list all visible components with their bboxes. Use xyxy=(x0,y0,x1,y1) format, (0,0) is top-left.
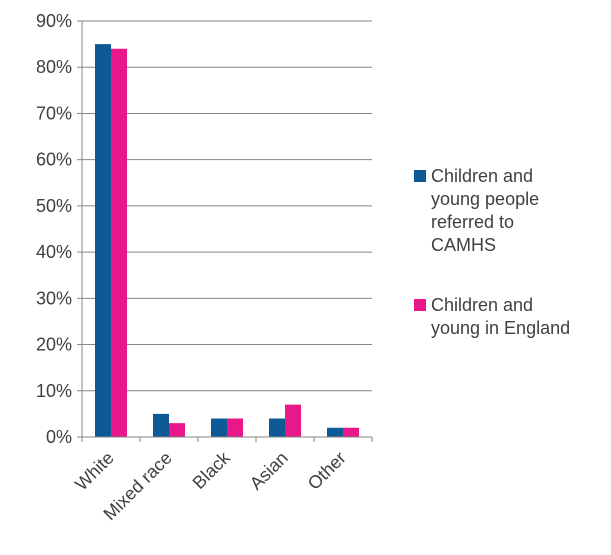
legend: Children and young people referred to CAMHS… xyxy=(414,166,570,338)
x-category-label: White xyxy=(71,448,118,495)
bar-mixed-race-series-2 xyxy=(169,423,185,437)
bar-other-series-2 xyxy=(343,427,359,437)
bar-asian-series-1 xyxy=(269,418,285,437)
axes xyxy=(77,20,373,442)
x-category-label: Asian xyxy=(246,448,292,494)
bar-mixed-race-series-1 xyxy=(153,413,169,437)
legend-label-series-1: young people xyxy=(431,189,539,209)
y-tick-label: 10% xyxy=(36,381,72,401)
y-tick-label: 60% xyxy=(36,150,72,170)
y-tick-label: 80% xyxy=(36,57,72,77)
y-tick-label: 40% xyxy=(36,242,72,262)
bars xyxy=(95,44,359,437)
y-tick-label: 20% xyxy=(36,335,72,355)
bar-black-series-1 xyxy=(211,418,227,437)
bar-white-series-2 xyxy=(111,48,127,437)
y-tick-label: 50% xyxy=(36,196,72,216)
y-tick-label: 30% xyxy=(36,288,72,308)
gridlines xyxy=(82,20,372,392)
legend-label-series-1: CAMHS xyxy=(431,235,496,255)
y-axis-tick-labels: 0% 10% 20% 30% 40% 50% 60% 70% 80% 90% xyxy=(36,11,72,447)
bar-white-series-1 xyxy=(95,44,111,437)
legend-label-series-1: referred to xyxy=(431,212,514,232)
bar-other-series-1 xyxy=(327,427,343,437)
bar-black-series-2 xyxy=(227,418,243,437)
y-tick-label: 70% xyxy=(36,103,72,123)
y-tick-label: 90% xyxy=(36,11,72,31)
legend-swatch-series-2 xyxy=(414,299,426,311)
legend-label-series-2: Children and xyxy=(431,295,533,315)
x-category-label: Black xyxy=(189,447,235,493)
bar-asian-series-2 xyxy=(285,404,301,437)
y-tick-label: 0% xyxy=(46,427,72,447)
legend-label-series-1: Children and xyxy=(431,166,533,186)
legend-label-series-2: young in England xyxy=(431,318,570,338)
legend-swatch-series-1 xyxy=(414,170,426,182)
x-category-label: Other xyxy=(304,448,350,494)
